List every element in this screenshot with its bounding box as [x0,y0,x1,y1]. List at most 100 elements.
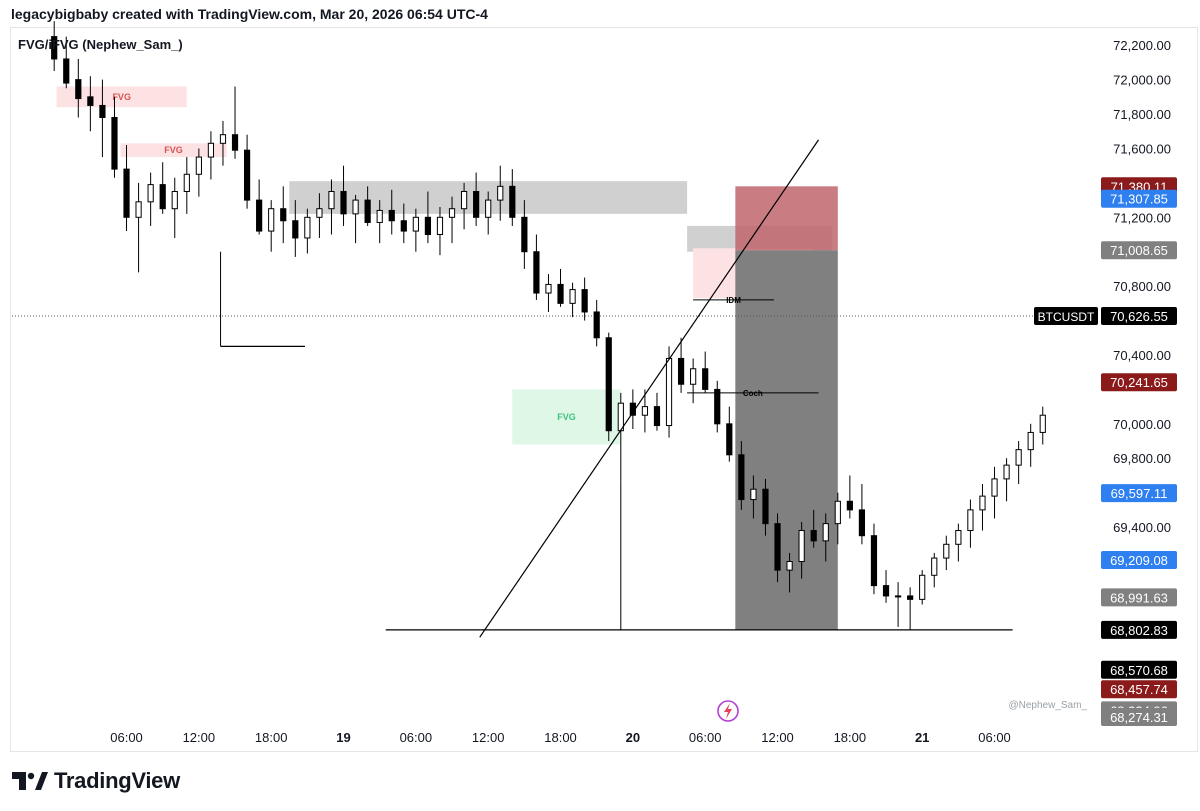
candle [846,475,853,519]
candle [51,21,58,72]
price-label-box [1101,660,1177,679]
tradingview-logo[interactable]: TradingView [12,768,180,794]
candle [822,513,829,562]
candle [834,492,841,545]
x-axis-tick-label: 06:00 [978,730,1011,745]
candle-body [702,368,709,390]
candle [111,96,118,178]
candle-body [545,283,552,294]
candle [448,196,456,244]
candle-body [653,406,661,427]
candle [641,389,649,433]
candle-body [605,337,612,432]
candle-body [388,209,395,222]
candle-body [328,190,335,210]
price-label-blue: 69,209.08 [1101,550,1177,569]
candle-body [231,134,239,151]
candle [497,165,504,221]
ticker-tag-text: BTCUSDT [1038,310,1095,324]
annotation-label: IDM [726,296,741,305]
candle-body [882,585,890,597]
candle [473,172,480,226]
candle-body [400,220,407,232]
candle-body [424,216,432,236]
candle [605,332,612,442]
price-label-red: 70,241.65 [1101,373,1177,392]
candle [774,513,781,583]
candle-body [919,574,926,600]
x-axis-tick-label: 21 [915,730,929,745]
candle [231,86,239,159]
candle [436,206,444,256]
candle [376,200,383,244]
price-label-box [1101,484,1177,503]
candle-body [352,199,359,215]
candle-body [665,357,673,427]
candle [412,208,419,252]
candle [352,194,359,244]
candle [328,179,335,235]
candle [183,157,190,214]
candle [1003,458,1010,502]
y-axis-tick-label: 71,200.00 [1113,210,1171,225]
candle [171,177,178,238]
candle-body [183,173,190,192]
candle-body [460,190,468,210]
candle [388,189,395,235]
price-label-grey: 71,008.65 [1101,241,1177,260]
x-axis-tick-label: 18:00 [544,730,577,745]
candle-body [894,595,902,598]
zone-label: FVG [164,145,183,155]
chart-caption: legacybigbaby created with TradingView.c… [11,6,488,22]
zone-label: FVG [112,92,131,102]
candle [195,148,202,197]
chart-frame [10,27,1198,752]
candle [979,484,986,531]
stop-loss-zone [735,186,838,251]
price-label-text: 71,008.65 [1110,243,1168,258]
price-label-box [1101,373,1177,392]
candle [1039,406,1046,445]
price-label-box [1101,680,1177,699]
candle-body [219,134,227,144]
candle-body [690,368,697,385]
y-axis-tick-label: 70,400.00 [1113,348,1171,363]
x-axis-tick-label: 20 [626,730,640,745]
zone-bull_fvg-5 [512,389,621,445]
candle [714,380,721,433]
lightning-icon [717,700,739,722]
y-axis-tick-label: 71,800.00 [1113,107,1171,122]
candle [75,58,82,118]
x-axis-tick-label: 12:00 [183,730,216,745]
candle [677,337,685,393]
candle-body [412,216,419,232]
candle-body [497,185,504,201]
candle-body [195,156,202,175]
x-axis-tick-label: 06:00 [110,730,143,745]
price-label-text: 68,991.63 [1110,590,1168,605]
candle-body [123,168,130,218]
candle [593,299,600,347]
candle-body [448,208,456,218]
candle-body [726,423,733,456]
candle [400,203,407,244]
tradingview-logo-text: TradingView [54,768,180,793]
price-label-text: 70,241.65 [1110,375,1168,390]
ticker-tag [1034,306,1098,325]
candle [750,475,757,519]
candle-body [436,216,444,236]
candle [569,282,576,318]
candle [894,582,902,627]
price-label-black: 68,570.68 [1101,660,1177,679]
candle-body [268,208,275,232]
candle [1015,441,1022,485]
candle [87,76,94,132]
candle-body [822,523,829,542]
candle-body [364,199,371,223]
candle-body [834,500,841,525]
candle-body [473,190,480,218]
x-axis-tick-label: 12:00 [472,730,505,745]
candle [919,570,926,605]
candle-body [111,116,118,170]
